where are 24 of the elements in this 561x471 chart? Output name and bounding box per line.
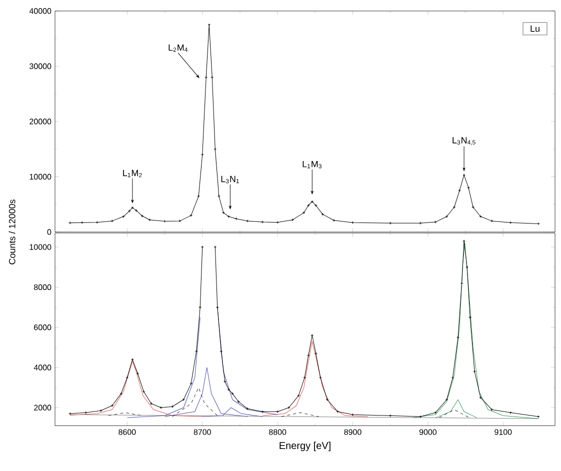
y-tick-label: 40000 bbox=[29, 8, 52, 14]
x-tick-label: 8800 bbox=[269, 429, 286, 435]
x-axis-title: Energy [eV] bbox=[280, 442, 330, 452]
y-tick-label: 8000 bbox=[34, 284, 52, 290]
annotation: L$_{3}$N$_{4,5}$ bbox=[452, 137, 476, 146]
y-tick-label: 6000 bbox=[34, 324, 52, 330]
annotation: L$_{1}$M$_{2}$ bbox=[123, 170, 142, 178]
y-axis-title: Counts / 12000s bbox=[8, 200, 16, 264]
y-tick-label: 10000 bbox=[30, 174, 52, 180]
x-tick-label: 8700 bbox=[194, 429, 211, 435]
y-tick-label: 20000 bbox=[30, 118, 52, 124]
y-tick-label: 30000 bbox=[30, 63, 52, 70]
annotation: Lu bbox=[530, 26, 540, 32]
x-tick-label: 8900 bbox=[344, 429, 362, 435]
x-tick-label: 8600 bbox=[118, 429, 136, 435]
y-tick-label: 10000 bbox=[30, 244, 52, 250]
y-tick-label: 0 bbox=[47, 229, 52, 235]
annotation: L$_{2}$M$_{4}$ bbox=[168, 44, 188, 52]
annotation: L$_{3}$N$_{1}$ bbox=[221, 176, 239, 184]
x-tick-label: 9100 bbox=[494, 429, 512, 435]
annotation: L$_{1}$M$_{3}$ bbox=[302, 160, 322, 168]
y-tick-label: 4000 bbox=[34, 364, 52, 370]
x-tick-label: 9000 bbox=[419, 429, 437, 435]
y-tick-label: 2000 bbox=[34, 404, 52, 410]
